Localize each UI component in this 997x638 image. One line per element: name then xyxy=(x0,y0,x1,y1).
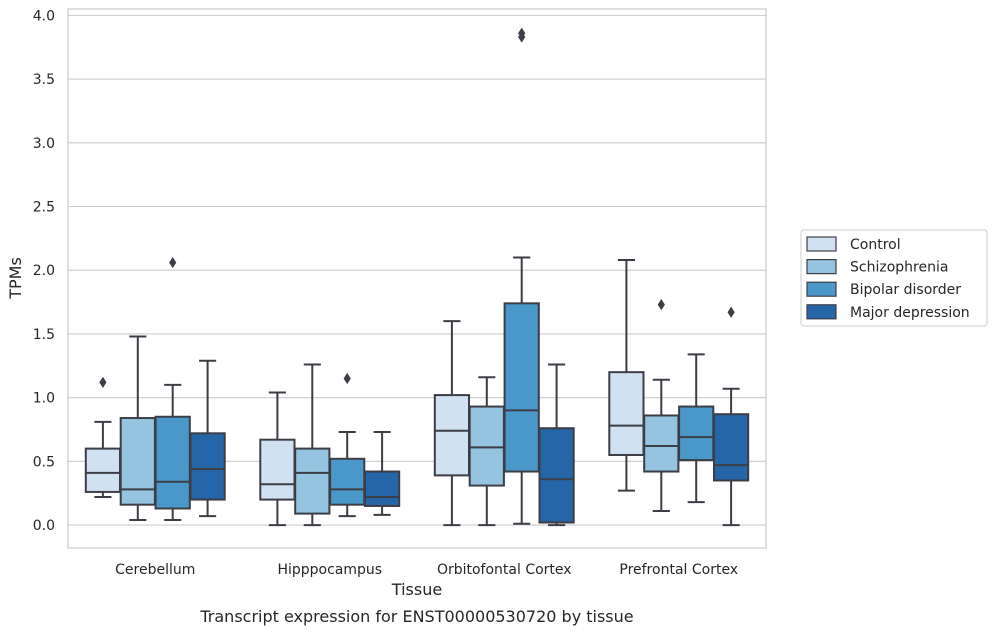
x-axis-label: Tissue xyxy=(391,580,442,599)
box-plot xyxy=(608,259,645,492)
outlier-point xyxy=(99,376,107,388)
box-plot xyxy=(189,359,226,518)
legend-label: Control xyxy=(850,237,901,253)
box-iqr xyxy=(643,414,680,473)
outlier-point xyxy=(169,256,177,269)
y-axis-ticks: 0.0 0.5 1.0 1.5 2.0 2.5 3.0 3.5 4.0 xyxy=(33,8,55,534)
box-plot xyxy=(678,353,715,504)
box-iqr xyxy=(538,427,575,524)
box-iqr xyxy=(503,302,540,473)
x-tick-label: Prefrontal Cortex xyxy=(619,562,738,578)
legend-swatch xyxy=(806,281,837,297)
box-plot xyxy=(503,27,540,525)
outlier-point xyxy=(727,306,735,318)
y-tick-label: 3.5 xyxy=(33,72,55,88)
y-tick-label: 2.0 xyxy=(33,263,55,279)
box-iqr xyxy=(259,438,296,501)
box-iqr xyxy=(468,405,505,487)
plot-frame xyxy=(67,8,767,549)
box-plot xyxy=(329,372,366,518)
box-plots xyxy=(84,27,750,527)
box-iqr xyxy=(608,371,645,456)
y-tick-label: 0.5 xyxy=(33,454,55,470)
box-plot xyxy=(468,376,505,527)
box-plot xyxy=(119,335,156,521)
box-iqr xyxy=(329,457,366,506)
box-iqr xyxy=(363,470,401,507)
legend-label: Bipolar disorder xyxy=(850,282,961,298)
box-plot xyxy=(84,376,122,499)
chart-title: Transcript expression for ENST0000053072… xyxy=(199,607,633,626)
box-plot xyxy=(538,363,575,527)
box-plot xyxy=(363,431,401,516)
legend-swatch xyxy=(806,236,837,252)
y-axis-label: TPMs xyxy=(6,257,25,300)
box-iqr xyxy=(712,413,750,482)
legend-label: Major depression xyxy=(850,305,970,321)
box-iqr xyxy=(433,394,471,477)
outlier-point xyxy=(518,27,526,39)
box-iqr xyxy=(154,415,191,510)
box-iqr xyxy=(678,405,715,462)
y-tick-label: 4.0 xyxy=(33,8,55,24)
box-plot xyxy=(259,391,296,527)
legend-frame xyxy=(800,229,988,327)
y-tick-label: 2.5 xyxy=(33,200,55,216)
box-plot xyxy=(643,299,680,513)
y-tick-label: 0.0 xyxy=(33,518,55,534)
outlier-point xyxy=(343,372,351,385)
box-plot xyxy=(294,363,331,527)
box-iqr xyxy=(119,417,156,506)
legend-label: Schizophrenia xyxy=(850,260,948,276)
box-iqr xyxy=(294,447,331,515)
legend: Control Schizophrenia Bipolar disorder Majo… xyxy=(800,229,988,327)
box-iqr xyxy=(189,432,226,501)
legend-swatch xyxy=(806,304,837,320)
y-tick-label: 1.5 xyxy=(33,327,55,343)
box-iqr xyxy=(84,447,122,493)
box-plot xyxy=(712,306,750,527)
legend-swatch xyxy=(806,259,837,275)
x-axis-ticks: Cerebellum Hipppocampus Orbitofontal Corte… xyxy=(115,562,738,578)
outlier-point xyxy=(657,299,665,311)
box-plot xyxy=(433,320,471,527)
box-plot xyxy=(154,256,191,521)
x-tick-label: Orbitofontal Cortex xyxy=(437,562,572,578)
y-tick-label: 3.0 xyxy=(33,136,55,152)
x-tick-label: Cerebellum xyxy=(115,562,195,578)
y-tick-label: 1.0 xyxy=(33,391,55,407)
x-tick-label: Hipppocampus xyxy=(277,562,382,578)
grid-lines xyxy=(68,14,766,526)
